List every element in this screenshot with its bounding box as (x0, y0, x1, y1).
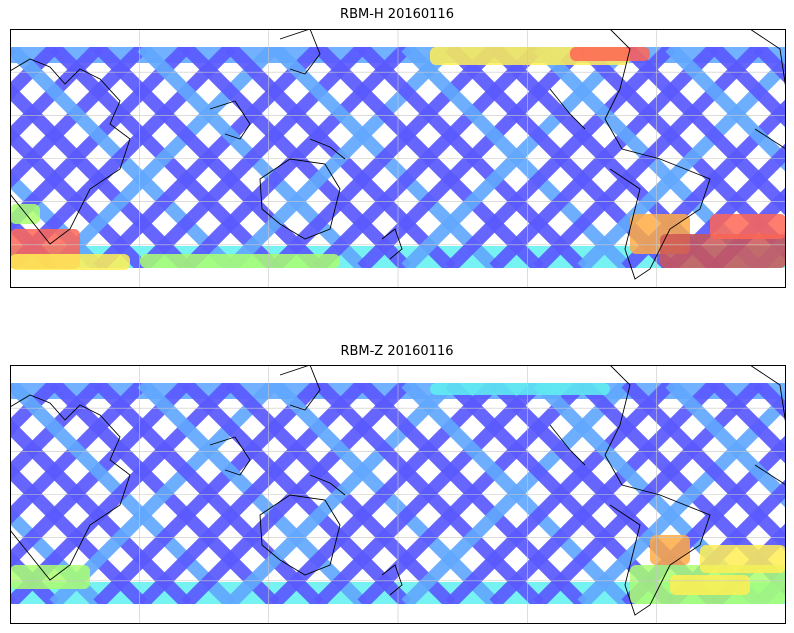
swath-ascending (313, 383, 544, 604)
high-value-patch (430, 383, 610, 395)
map-rbm-h (10, 29, 786, 288)
graticule (10, 29, 786, 288)
swath-ascending (665, 142, 786, 268)
high-value-patch (10, 204, 40, 224)
coastline (279, 365, 321, 411)
coastline (209, 100, 251, 140)
high-value-patch (710, 214, 786, 239)
high-value-patch (670, 575, 750, 595)
swath-ascending (10, 383, 104, 482)
swath-ascending (269, 47, 500, 268)
swath-ascending (137, 383, 368, 604)
swath-ascending (10, 47, 60, 102)
high-value-patch (660, 234, 786, 268)
high-value-patch (570, 47, 650, 61)
coastline (381, 228, 403, 260)
swath-ascending (10, 383, 192, 570)
swath-ascending (489, 47, 720, 268)
high-value-layer (10, 47, 786, 270)
panel-title-rbm-z: RBM-Z 20160116 (340, 344, 454, 359)
high-value-patch (140, 254, 340, 268)
swath-ascending (533, 383, 764, 604)
high-value-patch (650, 535, 690, 565)
swath-ascending (577, 390, 786, 604)
coastline-layer (10, 365, 786, 616)
swath-layer (10, 47, 786, 268)
high-value-patch (10, 565, 90, 589)
coastline (749, 365, 786, 426)
swath-descending (709, 47, 786, 129)
panel-title-rbm-h: RBM-H 20160116 (340, 7, 454, 22)
swath-ascending (49, 47, 280, 268)
coastline (754, 464, 786, 486)
map-frame (10, 365, 786, 624)
swath-ascending (10, 47, 148, 190)
coastline (604, 29, 711, 280)
coastline (10, 58, 131, 245)
swath-ascending (10, 47, 104, 146)
swath-ascending (577, 54, 786, 268)
high-value-patch (10, 254, 130, 270)
coastline (309, 138, 346, 160)
swath-ascending (10, 47, 192, 234)
swath-descending (709, 383, 786, 465)
swath-ascending (93, 47, 324, 268)
swath-ascending (445, 383, 676, 604)
high-value-patch (700, 545, 786, 573)
map-rbm-z (10, 365, 786, 624)
coastline (549, 88, 586, 130)
swath-ascending (489, 383, 720, 604)
swath-ascending (357, 47, 588, 268)
coastline (279, 29, 321, 75)
swath-ascending (401, 383, 632, 604)
coastline (754, 128, 786, 150)
map-frame (10, 29, 786, 288)
coastline (209, 436, 251, 476)
swath-ascending (533, 47, 764, 268)
coastline (259, 494, 341, 576)
swath-ascending (93, 383, 324, 604)
coastline-layer (10, 29, 786, 280)
swath-ascending (445, 47, 676, 268)
coastline (604, 365, 711, 616)
coastline (309, 474, 346, 496)
swath-ascending (181, 47, 412, 268)
coastline (749, 29, 786, 90)
swath-ascending (357, 383, 588, 604)
coastline (10, 394, 131, 581)
swath-ascending (401, 47, 632, 268)
high-value-layer (10, 383, 786, 604)
swath-ascending (269, 383, 500, 604)
swath-ascending (10, 383, 148, 526)
coastline (549, 424, 586, 466)
swath-ascending (181, 383, 412, 604)
swath-ascending (225, 47, 456, 268)
swath-ascending (49, 383, 280, 604)
coastline (381, 564, 403, 596)
coastline (259, 158, 341, 240)
swath-ascending (225, 383, 456, 604)
swath-ascending (10, 383, 60, 438)
swath-ascending (137, 47, 368, 268)
swath-ascending (313, 47, 544, 268)
